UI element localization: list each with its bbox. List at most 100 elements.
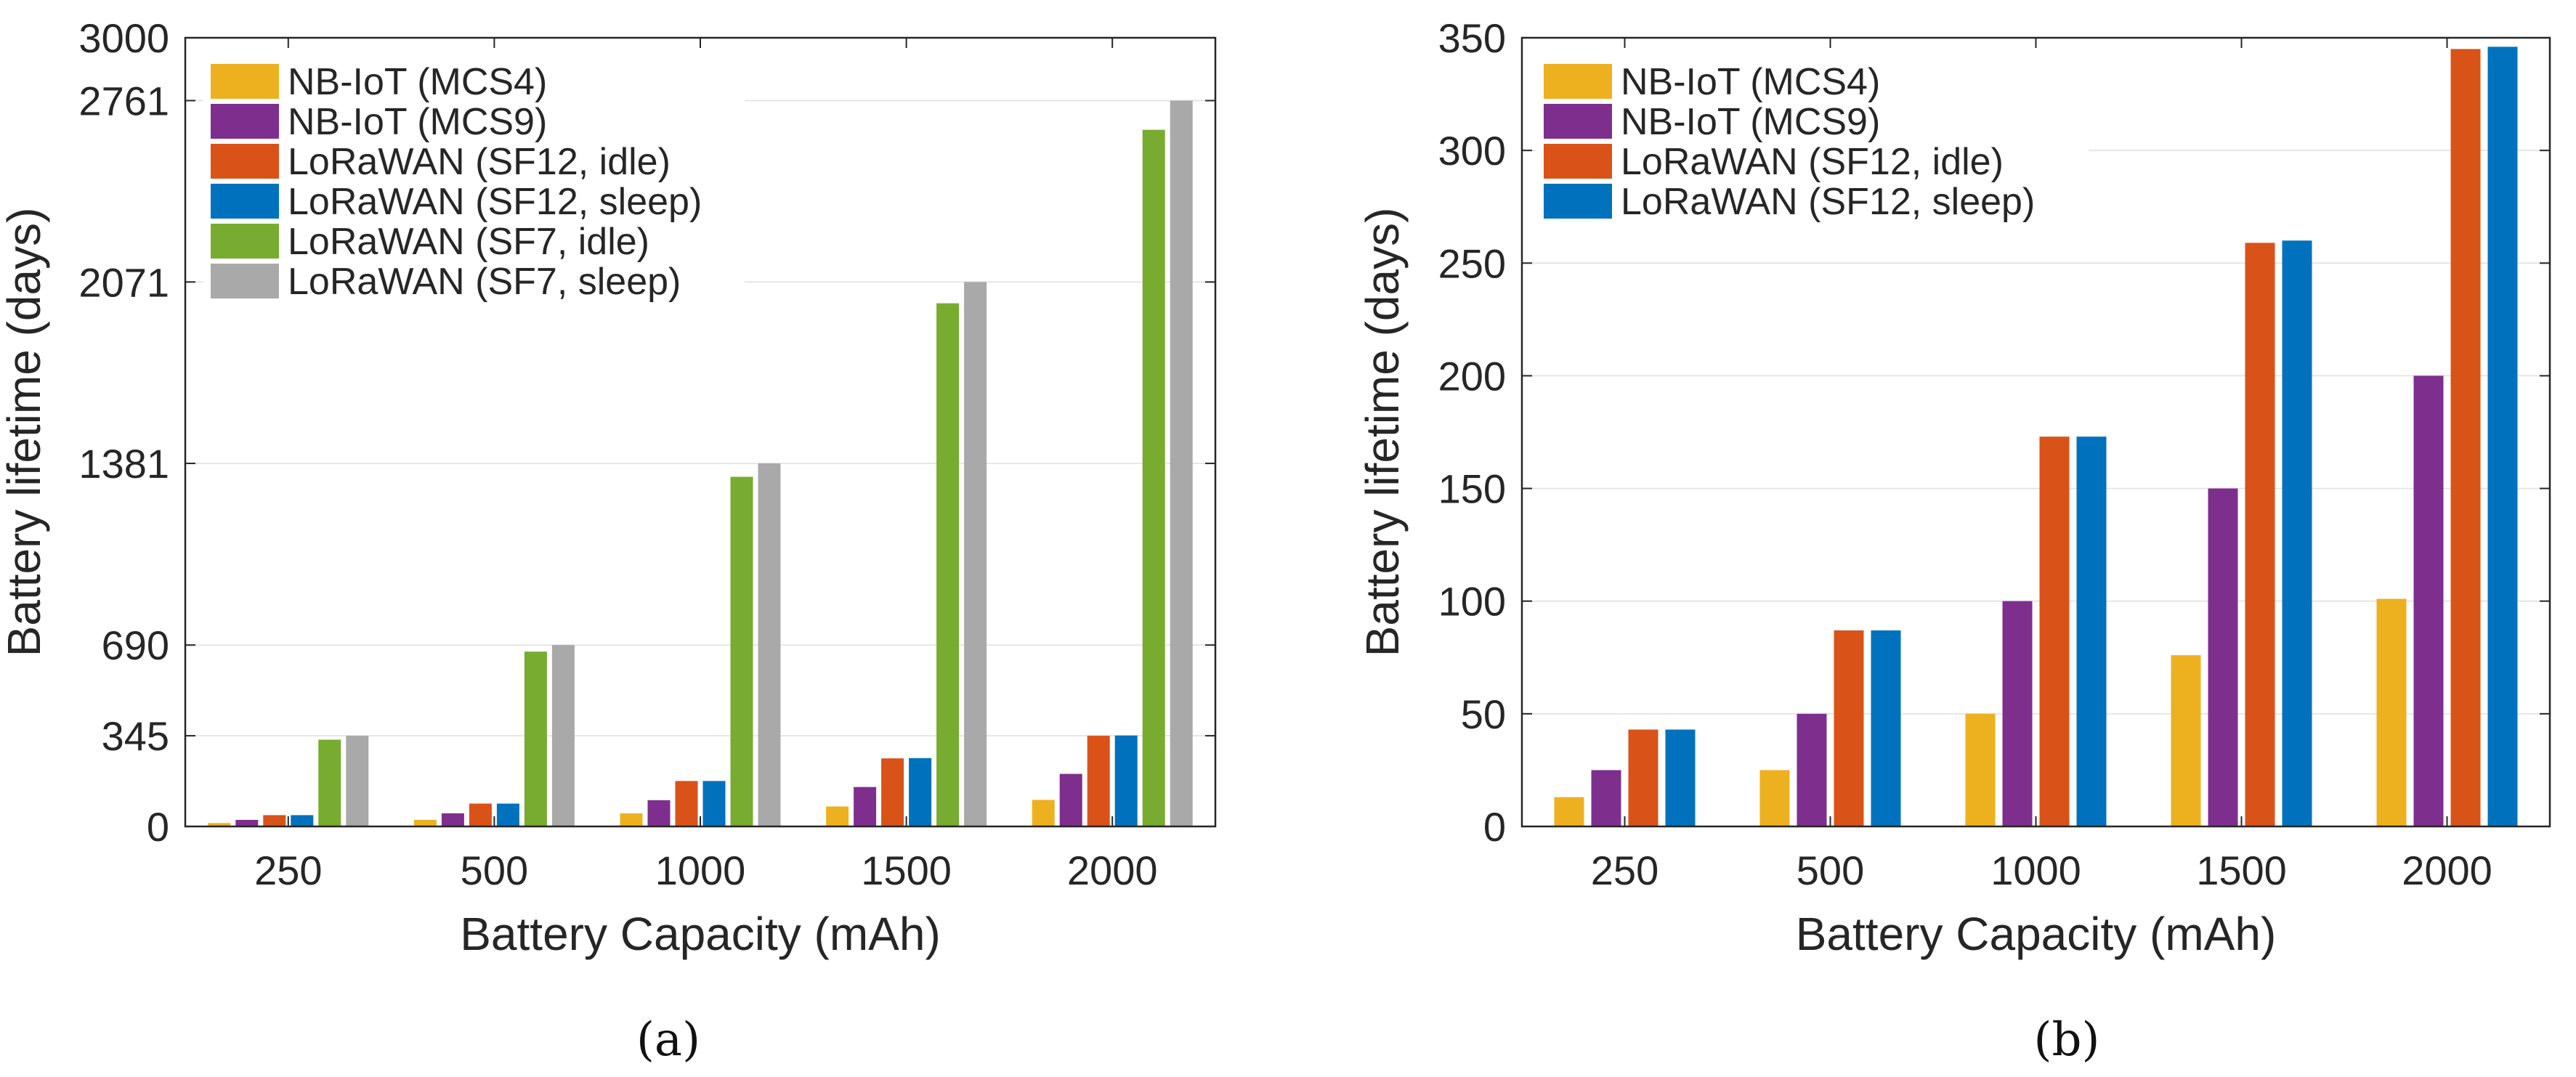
chart-b-legend-swatch bbox=[1544, 104, 1612, 139]
chart-b-bar bbox=[2450, 49, 2481, 826]
chart-a-legend-swatch bbox=[211, 184, 279, 219]
chart-a-xtick-label: 1000 bbox=[655, 848, 746, 893]
chart-a-bar bbox=[1114, 735, 1138, 826]
chart-b-xtick-label: 500 bbox=[1797, 848, 1864, 893]
chart-a-legend-label: NB-IoT (MCS9) bbox=[288, 101, 547, 143]
chart-a-ytick-label: 1381 bbox=[78, 441, 169, 487]
chart-b-bar bbox=[2245, 243, 2275, 826]
chart-a-legend-label: LoRaWAN (SF12, idle) bbox=[288, 141, 671, 183]
chart-a-ylabel: Battery lifetime (days) bbox=[0, 208, 50, 657]
chart-a-legend-swatch bbox=[211, 64, 279, 99]
chart-a-bar bbox=[524, 651, 547, 826]
chart-a-xtick-label: 500 bbox=[461, 848, 528, 893]
chart-b-xtick-label: 1500 bbox=[2196, 848, 2287, 893]
panel-label-b: (b) bbox=[2033, 1013, 2100, 1067]
chart-a-bar bbox=[413, 819, 437, 826]
chart-a-bar bbox=[826, 806, 849, 826]
chart-b-bar bbox=[1554, 797, 1584, 826]
chart-b-legend-swatch bbox=[1544, 64, 1612, 99]
chart-a-bar bbox=[881, 758, 904, 826]
chart-b-bar bbox=[1591, 770, 1621, 826]
chart-b-bar bbox=[1834, 630, 1864, 826]
chart-b-group bbox=[1520, 36, 2551, 828]
chart-a-bar bbox=[675, 781, 698, 826]
chart-a-bar bbox=[551, 645, 575, 826]
chart-b-xtick-label: 250 bbox=[1591, 848, 1658, 893]
chart-b-xtick-label: 2000 bbox=[2402, 848, 2492, 893]
chart-a-bar bbox=[496, 803, 519, 826]
chart-b-bar bbox=[2208, 488, 2238, 826]
chart-a-bar bbox=[235, 819, 259, 826]
chart-b-legend-label: NB-IoT (MCS9) bbox=[1621, 101, 1880, 143]
chart-b-ytick-label: 300 bbox=[1438, 128, 1506, 174]
chart-b-legend-swatch bbox=[1544, 184, 1612, 219]
chart-a-legend-swatch bbox=[211, 264, 279, 298]
chart-b-ytick-label: 100 bbox=[1438, 579, 1506, 625]
chart-b-bar bbox=[2039, 436, 2070, 826]
chart-b-bar bbox=[2171, 655, 2201, 826]
chart-a-bar bbox=[208, 823, 231, 826]
chart-a-ytick-label: 2071 bbox=[78, 259, 169, 305]
chart-b-legend-label: NB-IoT (MCS4) bbox=[1621, 61, 1880, 103]
chart-a-legend-swatch bbox=[211, 144, 279, 179]
chart-b-bar bbox=[2487, 46, 2518, 827]
chart-b-bar bbox=[2413, 375, 2444, 826]
chart-a-bar bbox=[1059, 773, 1082, 826]
chart-b-bar bbox=[2002, 601, 2033, 826]
chart-a-group bbox=[184, 36, 1217, 828]
chart-a-ytick-label: 345 bbox=[102, 713, 169, 759]
chart-b-legend-label: LoRaWAN (SF12, idle) bbox=[1621, 141, 2004, 183]
chart-a-legend-swatch bbox=[211, 224, 279, 259]
chart-b-bar bbox=[1871, 630, 1901, 826]
chart-b-ylabel: Battery lifetime (days) bbox=[1356, 208, 1409, 657]
chart-b-xlabel: Battery Capacity (mAh) bbox=[1796, 908, 2277, 960]
chart-a-bar bbox=[936, 303, 960, 826]
chart-b-ytick-label: 250 bbox=[1438, 240, 1506, 286]
chart-b-ytick-label: 350 bbox=[1438, 15, 1506, 61]
chart-a-bar bbox=[1170, 100, 1193, 826]
chart-a-bar bbox=[620, 813, 643, 826]
chart-a-bar bbox=[469, 803, 492, 826]
chart-b-ytick-label: 200 bbox=[1438, 353, 1506, 399]
chart-a-bar bbox=[441, 813, 464, 826]
chart-b-ytick-label: 150 bbox=[1438, 466, 1506, 512]
chart-a-bar bbox=[964, 282, 987, 827]
chart-a-ytick-label: 3000 bbox=[78, 15, 169, 61]
chart-a-bar bbox=[1087, 736, 1110, 826]
chart-a-bar bbox=[647, 800, 671, 826]
chart-b-ytick-label: 0 bbox=[1483, 804, 1506, 850]
chart-a-bar bbox=[909, 757, 932, 826]
chart-b-legend-label: LoRaWAN (SF12, sleep) bbox=[1621, 181, 2035, 223]
chart-b-bar bbox=[2076, 436, 2107, 826]
chart-a-xtick-label: 1500 bbox=[861, 848, 952, 893]
chart-a-legend-box bbox=[203, 55, 745, 317]
chart-a-bar bbox=[291, 815, 314, 826]
chart-b-bar bbox=[1759, 770, 1790, 826]
chart-a-bar bbox=[263, 815, 286, 826]
chart-a-bar bbox=[1032, 800, 1055, 826]
chart-b-bar bbox=[1665, 729, 1696, 826]
chart-a-legend-swatch bbox=[211, 104, 279, 139]
chart-b-axes-box bbox=[1520, 36, 2551, 828]
chart-b-legend-box bbox=[1536, 55, 2089, 237]
chart-b-bar bbox=[1797, 713, 1827, 826]
chart-a-bar bbox=[346, 736, 369, 826]
chart-b-bar bbox=[1628, 729, 1658, 826]
chart-b-bar bbox=[2282, 240, 2312, 826]
chart-b-bar bbox=[2376, 598, 2407, 826]
chart-a-axes-box bbox=[184, 36, 1217, 828]
chart-b-xtick-label: 1000 bbox=[1990, 848, 2081, 893]
chart-a-bar bbox=[730, 476, 753, 826]
chart-a-bar bbox=[1142, 129, 1165, 826]
chart-b-legend-swatch bbox=[1544, 144, 1612, 179]
chart-b-bar bbox=[1965, 713, 1996, 826]
chart-a-xtick-label: 2000 bbox=[1067, 848, 1158, 893]
chart-a-ytick-label: 2761 bbox=[78, 78, 169, 124]
chart-a-legend-label: LoRaWAN (SF12, sleep) bbox=[288, 181, 702, 223]
chart-a-ytick-label: 0 bbox=[147, 804, 169, 850]
chart-a-legend-label: LoRaWAN (SF7, sleep) bbox=[288, 261, 681, 303]
panel-label-a: (a) bbox=[636, 1013, 701, 1067]
chart-a-bar bbox=[758, 463, 781, 826]
